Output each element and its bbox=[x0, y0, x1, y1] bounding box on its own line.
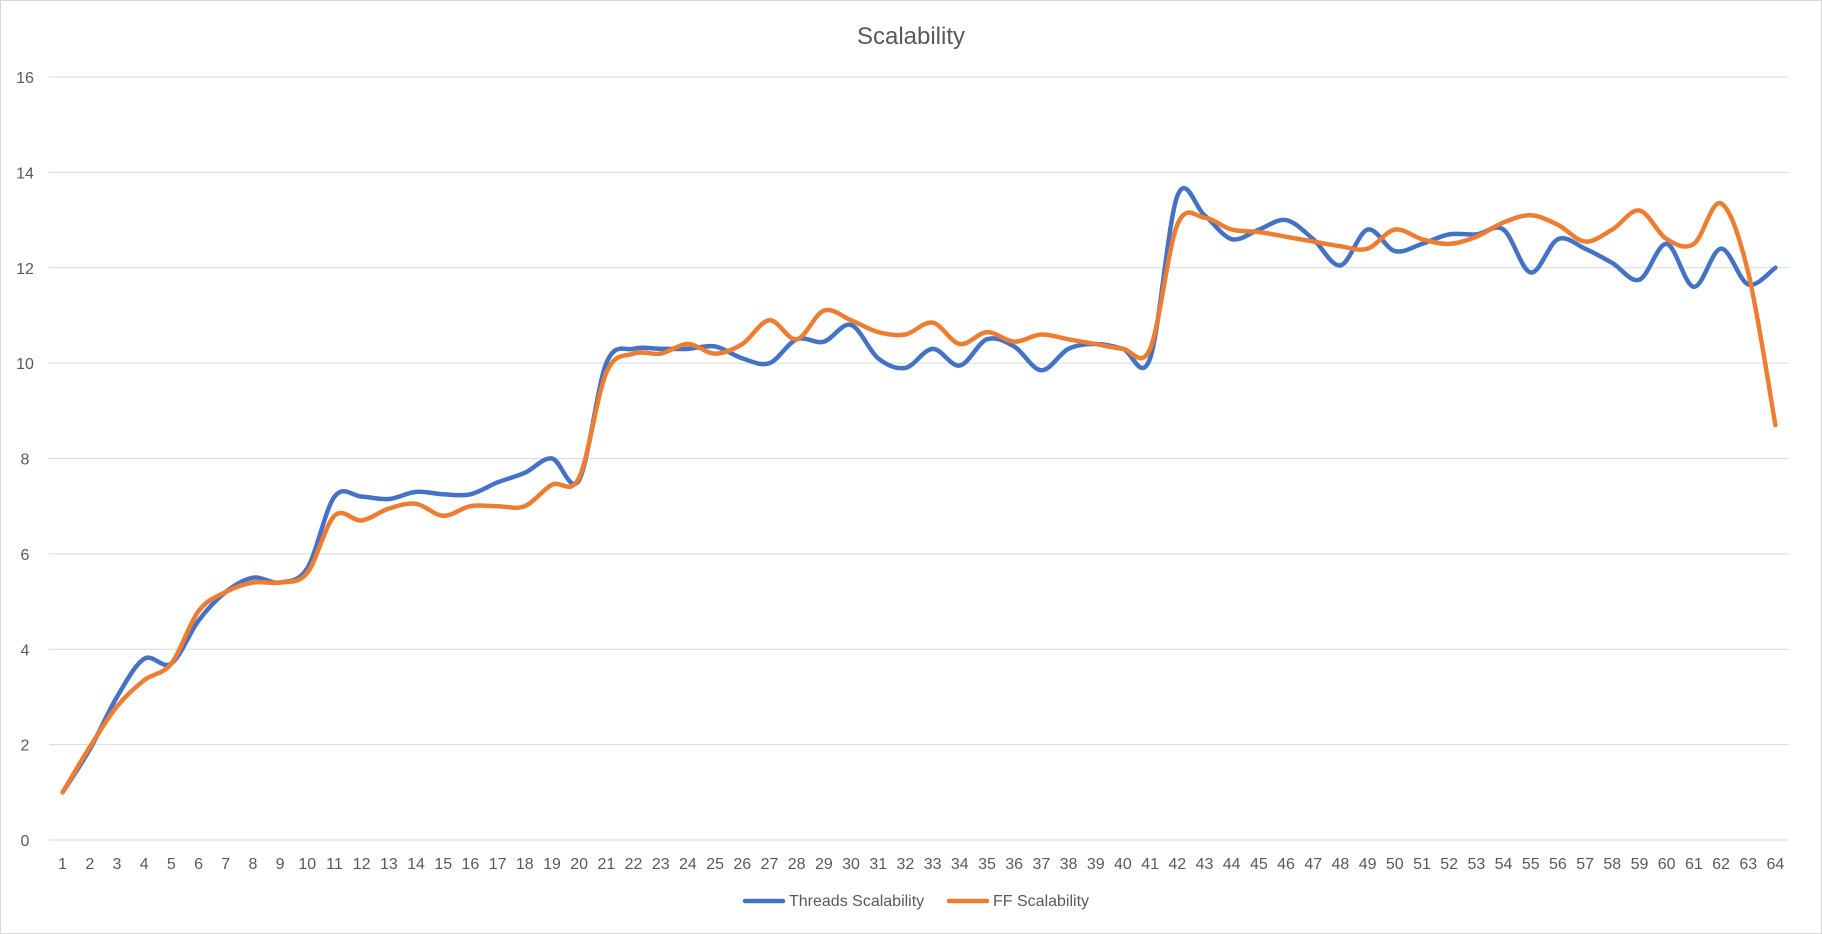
x-tick-label: 33 bbox=[924, 856, 942, 873]
x-tick-label: 12 bbox=[353, 856, 371, 873]
x-tick-label: 20 bbox=[570, 856, 588, 873]
y-tick-label: 14 bbox=[16, 165, 34, 182]
x-tick-label: 34 bbox=[951, 856, 969, 873]
x-tick-label: 32 bbox=[897, 856, 915, 873]
x-tick-label: 54 bbox=[1495, 856, 1513, 873]
x-tick-label: 26 bbox=[733, 856, 751, 873]
x-tick-label: 43 bbox=[1196, 856, 1214, 873]
x-tick-label: 37 bbox=[1032, 856, 1050, 873]
y-axis-ticks: 0 2 4 6 8 10 12 14 16 bbox=[16, 70, 34, 850]
x-axis-ticks: 1 2 3 4 5 6 7 8 9 10 11 12 13 14 15 16 17 18 19 20 21 22 23 24 2… bbox=[58, 856, 1784, 873]
x-tick-label: 52 bbox=[1440, 856, 1458, 873]
x-tick-label: 21 bbox=[597, 856, 615, 873]
legend-label: FF Scalability bbox=[993, 893, 1089, 910]
x-tick-label: 39 bbox=[1087, 856, 1105, 873]
x-tick-label: 9 bbox=[276, 856, 285, 873]
x-tick-label: 42 bbox=[1168, 856, 1186, 873]
x-tick-label: 2 bbox=[85, 856, 94, 873]
x-tick-label: 51 bbox=[1413, 856, 1431, 873]
x-tick-label: 15 bbox=[434, 856, 452, 873]
chart-title: Scalability bbox=[857, 23, 965, 50]
x-tick-label: 14 bbox=[407, 856, 425, 873]
y-tick-label: 16 bbox=[16, 70, 34, 87]
y-tick-label: 6 bbox=[21, 547, 30, 564]
x-tick-label: 18 bbox=[516, 856, 534, 873]
x-tick-label: 6 bbox=[194, 856, 203, 873]
legend: Threads Scalability FF Scalability bbox=[742, 893, 1089, 910]
y-tick-label: 8 bbox=[21, 452, 30, 469]
x-tick-label: 22 bbox=[625, 856, 643, 873]
x-tick-label: 47 bbox=[1304, 856, 1322, 873]
x-tick-label: 50 bbox=[1386, 856, 1404, 873]
x-tick-label: 49 bbox=[1359, 856, 1377, 873]
x-tick-label: 61 bbox=[1685, 856, 1703, 873]
x-tick-label: 4 bbox=[140, 856, 149, 873]
x-tick-label: 23 bbox=[652, 856, 670, 873]
x-tick-label: 59 bbox=[1631, 856, 1649, 873]
series-line-ff bbox=[60, 201, 1778, 795]
x-tick-label: 38 bbox=[1060, 856, 1078, 873]
x-tick-label: 27 bbox=[761, 856, 779, 873]
x-tick-label: 19 bbox=[543, 856, 561, 873]
x-tick-label: 25 bbox=[706, 856, 724, 873]
x-tick-label: 58 bbox=[1603, 856, 1621, 873]
x-tick-label: 10 bbox=[298, 856, 316, 873]
x-tick-label: 5 bbox=[167, 856, 176, 873]
x-tick-label: 35 bbox=[978, 856, 996, 873]
y-tick-label: 2 bbox=[21, 738, 30, 755]
y-tick-label: 4 bbox=[21, 642, 30, 659]
y-tick-label: 10 bbox=[16, 356, 34, 373]
x-tick-label: 56 bbox=[1549, 856, 1567, 873]
x-tick-label: 30 bbox=[842, 856, 860, 873]
x-tick-label: 40 bbox=[1114, 856, 1132, 873]
x-tick-label: 44 bbox=[1223, 856, 1241, 873]
x-tick-label: 24 bbox=[679, 856, 697, 873]
x-tick-label: 36 bbox=[1005, 856, 1023, 873]
x-tick-label: 16 bbox=[462, 856, 480, 873]
x-tick-label: 62 bbox=[1712, 856, 1730, 873]
x-tick-label: 13 bbox=[380, 856, 398, 873]
x-tick-label: 60 bbox=[1658, 856, 1676, 873]
x-tick-label: 11 bbox=[326, 856, 343, 873]
x-tick-label: 8 bbox=[248, 856, 257, 873]
x-tick-label: 7 bbox=[221, 856, 230, 873]
y-tick-label: 0 bbox=[21, 833, 30, 850]
gridlines bbox=[49, 76, 1789, 841]
x-tick-label: 64 bbox=[1767, 856, 1785, 873]
series-line-threads bbox=[60, 185, 1778, 795]
x-tick-label: 41 bbox=[1141, 856, 1159, 873]
x-tick-label: 55 bbox=[1522, 856, 1540, 873]
x-tick-label: 63 bbox=[1739, 856, 1757, 873]
y-tick-label: 12 bbox=[16, 261, 34, 278]
x-tick-label: 45 bbox=[1250, 856, 1268, 873]
legend-label: Threads Scalability bbox=[789, 893, 924, 910]
series-lines bbox=[60, 185, 1778, 795]
x-tick-label: 3 bbox=[113, 856, 122, 873]
x-tick-label: 28 bbox=[788, 856, 806, 873]
x-tick-label: 57 bbox=[1576, 856, 1594, 873]
x-tick-label: 53 bbox=[1467, 856, 1485, 873]
x-tick-label: 1 bbox=[58, 856, 67, 873]
x-tick-label: 48 bbox=[1332, 856, 1350, 873]
x-tick-label: 17 bbox=[489, 856, 507, 873]
x-tick-label: 29 bbox=[815, 856, 833, 873]
x-tick-label: 31 bbox=[869, 856, 887, 873]
x-tick-label: 46 bbox=[1277, 856, 1295, 873]
